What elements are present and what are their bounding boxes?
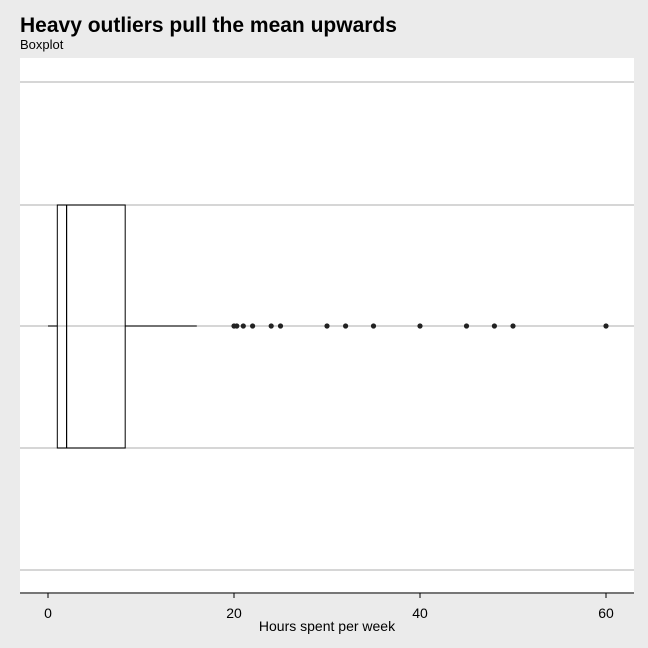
x-axis: 0 20 40 60 <box>44 593 614 621</box>
outlier-point-12 <box>491 323 497 329</box>
outlier-point-6 <box>277 323 284 329</box>
box-marks <box>48 204 197 449</box>
outlier-point-9 <box>370 323 377 329</box>
x-axis-label: Hours spent per week <box>259 618 396 634</box>
x-tick-label-40: 40 <box>412 605 428 621</box>
outlier-point-8 <box>343 323 349 329</box>
outlier-point-3 <box>240 323 246 329</box>
outlier-point-7 <box>324 323 330 329</box>
x-tick-label-60: 60 <box>598 605 614 621</box>
outlier-point-4 <box>250 323 256 329</box>
x-tick-label-0: 0 <box>44 605 52 621</box>
interquartile-box <box>56 204 126 449</box>
chart-subtitle: Boxplot <box>20 37 64 52</box>
chart-title: Heavy outliers pull the mean upwards <box>20 14 397 37</box>
outlier-point-13 <box>510 323 516 329</box>
x-tick-label-20: 20 <box>226 605 242 621</box>
outlier-points <box>231 323 609 329</box>
outlier-point-11 <box>463 323 470 329</box>
outlier-point-2 <box>234 323 240 329</box>
outlier-point-5 <box>268 323 274 329</box>
outlier-point-10 <box>417 323 423 329</box>
outlier-point-14 <box>603 323 609 329</box>
